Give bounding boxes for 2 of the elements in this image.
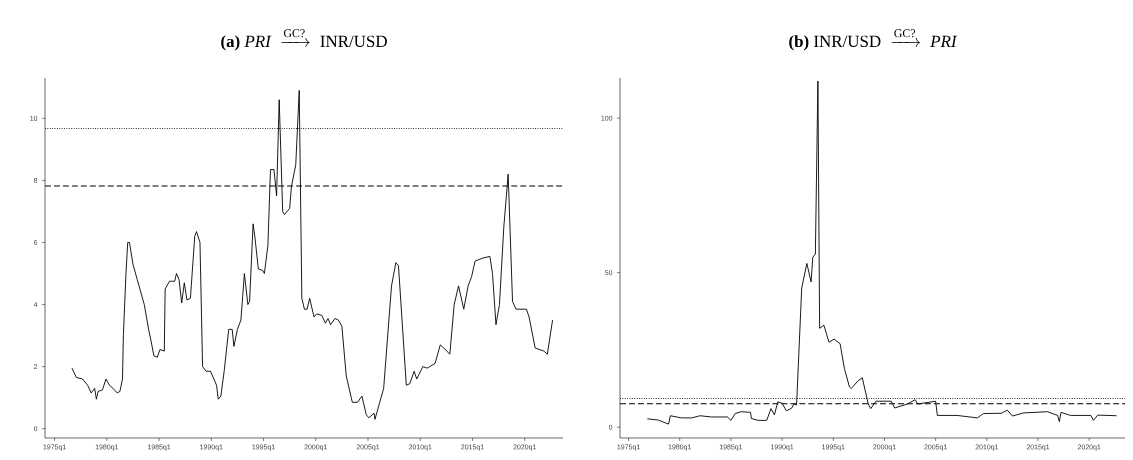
- chart-title: $\textbf{(a)}\ \mathit{PRI}\ \xrightarrow{\text{GC?}}\ \text{INR/USD}$: [221, 29, 387, 51]
- chart-title: $\textbf{(b)}\ \text{INR/USD}\ \xrightarrow{\text{GC?}}\ \mathit{PRI}$: [789, 29, 958, 51]
